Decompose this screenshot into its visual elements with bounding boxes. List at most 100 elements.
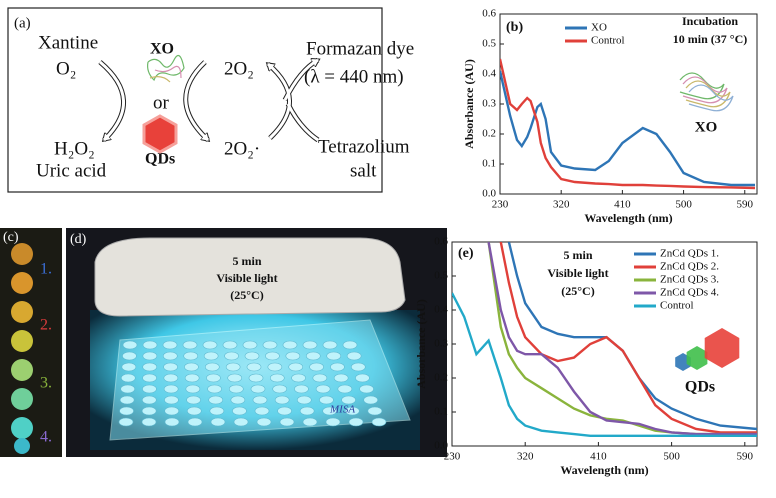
diagram-text: or	[153, 92, 170, 113]
well	[164, 406, 180, 416]
diagram-text: (λ = 440 nm)	[304, 66, 404, 87]
legend-label: Control	[591, 35, 625, 47]
well	[348, 417, 364, 427]
well	[121, 362, 137, 372]
panel-label: (a)	[14, 15, 31, 31]
well	[119, 406, 134, 416]
well	[337, 384, 353, 394]
well	[227, 373, 243, 383]
well	[359, 384, 374, 394]
well	[233, 417, 249, 427]
photo-annotation: 5 min	[232, 254, 261, 268]
qd-icon	[142, 114, 178, 154]
vial-number: 1.	[40, 261, 52, 278]
y-axis-label: Absorbance (AU)	[414, 299, 428, 389]
well	[269, 373, 285, 383]
x-tick-label: 590	[737, 451, 754, 463]
y-tick-label: 0.1	[482, 158, 496, 170]
series-line	[452, 292, 757, 437]
plate-text: MISA	[329, 404, 355, 416]
y-tick-label: 0.4	[434, 304, 448, 316]
well	[315, 384, 331, 394]
annotation: (b)	[506, 20, 523, 35]
x-tick-label: 320	[553, 199, 570, 211]
well	[367, 406, 383, 416]
well	[162, 340, 178, 350]
well	[120, 373, 136, 383]
well	[267, 362, 283, 372]
x-tick-label: 320	[517, 451, 534, 463]
well	[163, 362, 178, 372]
well	[371, 417, 387, 427]
well	[142, 362, 158, 372]
annotation: Incubation	[682, 14, 738, 28]
annotation: 5 min	[563, 248, 592, 262]
y-tick-label: 0.3	[482, 98, 496, 110]
y-axis-label: Absorbance (AU)	[462, 59, 476, 149]
well	[355, 373, 370, 383]
y-tick-label: 0.0	[434, 440, 448, 452]
y-tick-label: 0.6	[482, 8, 496, 20]
well	[122, 351, 137, 361]
y-tick-label: 0.4	[482, 68, 496, 80]
well	[302, 417, 318, 427]
well	[141, 417, 157, 427]
y-tick-label: 0.5	[482, 38, 496, 50]
well	[230, 395, 246, 405]
well	[187, 417, 203, 427]
vial-number: 2.	[40, 317, 52, 334]
plot-frame	[451, 241, 758, 447]
well	[282, 340, 298, 350]
x-tick-label: 590	[737, 199, 754, 211]
well	[142, 340, 158, 350]
well	[184, 362, 199, 372]
annotation: (25°C)	[561, 284, 594, 298]
panel-label: (c)	[3, 230, 19, 245]
well	[279, 417, 295, 427]
well	[224, 351, 239, 361]
well	[274, 395, 290, 405]
well	[163, 373, 179, 383]
well	[203, 351, 219, 361]
well	[225, 362, 241, 372]
series-line	[499, 242, 757, 434]
diagram-text: XO	[150, 41, 174, 58]
well	[248, 373, 264, 383]
well	[350, 362, 366, 372]
well	[363, 395, 379, 405]
enzyme-icon	[679, 72, 725, 100]
well	[252, 395, 268, 405]
x-tick-label: 410	[614, 199, 631, 211]
qd-icon	[686, 346, 708, 370]
well	[142, 384, 157, 394]
diagram-text: H₂O₂	[54, 138, 95, 159]
x-tick-label: 500	[675, 199, 692, 211]
panel-label: (d)	[70, 232, 87, 247]
well	[299, 406, 315, 416]
diagram-frame	[7, 7, 383, 193]
well	[277, 406, 292, 416]
legend-label: ZnCd QDs 2.	[660, 261, 719, 273]
x-tick-label: 230	[492, 199, 509, 211]
well	[288, 362, 304, 372]
photo-annotation: (25°C)	[230, 288, 263, 302]
legend-label: ZnCd QDs 1.	[660, 248, 719, 260]
well	[296, 395, 312, 405]
well	[209, 406, 225, 416]
well	[265, 351, 280, 361]
enzyme-icon	[682, 76, 728, 104]
well	[285, 351, 301, 361]
photo-annotation: Visible light	[216, 271, 277, 285]
series-line	[487, 242, 757, 436]
well	[182, 340, 198, 350]
well	[208, 395, 224, 405]
series-line	[500, 58, 756, 190]
well	[342, 340, 358, 350]
well	[256, 417, 272, 427]
legend-label: XO	[591, 22, 607, 34]
well	[309, 362, 324, 372]
well	[186, 395, 201, 405]
diagram-text: O₂	[56, 58, 76, 79]
y-tick-label: 0.1	[434, 406, 448, 418]
